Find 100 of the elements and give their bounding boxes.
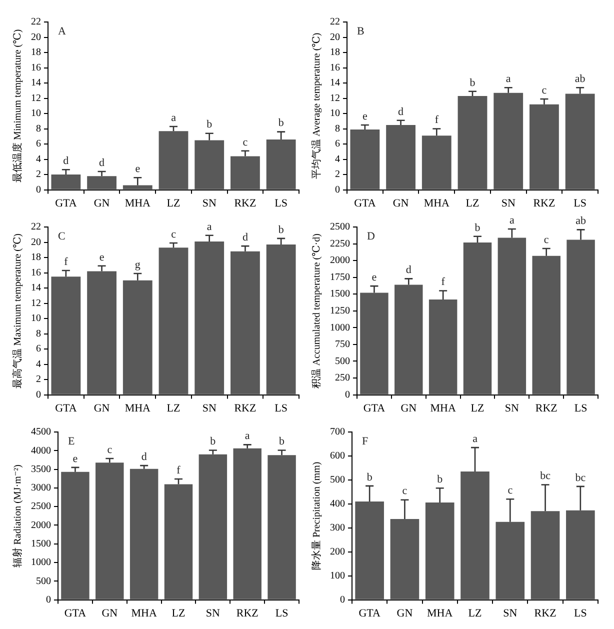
x-tick-label: GTA [363, 402, 386, 414]
annotation: c [402, 485, 408, 498]
annotation: E [68, 435, 75, 448]
x-tick-label: GTA [55, 402, 77, 414]
y-tick-label: 0 [340, 594, 345, 606]
x-tick-label: GN [400, 402, 417, 414]
x-tick-label: GTA [55, 197, 77, 210]
x-tick-label: LS [574, 607, 587, 620]
y-tick-label: 2000 [31, 520, 51, 531]
annotation: B [357, 25, 364, 38]
x-tick-label: RKZ [533, 197, 556, 210]
x-tick-label: LZ [166, 402, 180, 414]
y-tick-label: 4 [335, 154, 340, 165]
x-tick-label: SN [202, 197, 216, 210]
y-tick-label: 1250 [330, 306, 350, 317]
y-tick-label: 22 [31, 222, 41, 233]
x-tick-label: GN [396, 607, 413, 620]
annotation: a [171, 112, 176, 124]
y-tick-label: 18 [31, 252, 41, 264]
y-tick-label: 14 [330, 78, 340, 89]
x-tick-label: GTA [64, 607, 86, 620]
x-tick-label: MHA [430, 402, 456, 414]
y-axis-title: 最高气温 Maximum temperature (℃) [12, 234, 24, 388]
annotation: c [544, 234, 549, 246]
y-tick-label: 3000 [31, 482, 51, 494]
annotation: d [99, 156, 106, 169]
annotation: A [58, 25, 66, 38]
x-tick-label: MHA [427, 607, 453, 620]
y-tick-label: 16 [31, 267, 41, 278]
annotation: e [72, 452, 78, 465]
x-tick-label: RKZ [236, 607, 259, 620]
y-tick-label: 4 [36, 154, 41, 165]
annotation: c [107, 444, 112, 456]
y-tick-label: 600 [330, 450, 345, 462]
y-tick-label: 2250 [330, 238, 350, 250]
annotation: e [99, 251, 104, 264]
annotation: b [279, 436, 286, 448]
y-tick-label: 0 [36, 184, 41, 196]
y-axis-title: 平均气温 Average temperature (℃) [310, 32, 323, 180]
y-tick-label: 18 [330, 47, 340, 58]
x-tick-label: GN [94, 402, 110, 414]
y-tick-label: 1000 [330, 322, 350, 334]
x-tick-label: LS [274, 197, 288, 210]
annotation: e [372, 271, 377, 284]
annotation: e [362, 110, 368, 122]
y-tick-label: 8 [335, 123, 340, 134]
x-tick-label: LS [275, 607, 288, 620]
annotation: d [63, 154, 70, 167]
annotation: bc [575, 472, 586, 484]
annotation: c [542, 84, 547, 96]
y-tick-label: 20 [330, 32, 340, 43]
x-tick-label: RKZ [534, 607, 557, 620]
annotation: a [506, 72, 511, 85]
annotation: D [367, 230, 375, 242]
y-tick-label: 400 [330, 498, 345, 510]
y-tick-label: 8 [36, 328, 41, 340]
y-tick-label: 12 [31, 298, 41, 309]
y-tick-label: 16 [31, 62, 41, 74]
y-tick-label: 250 [335, 372, 350, 384]
y-tick-label: 4500 [31, 426, 51, 438]
annotation: d [406, 264, 412, 276]
annotation: b [470, 76, 476, 89]
x-tick-label: LS [274, 402, 288, 414]
y-tick-label: 700 [330, 426, 345, 438]
y-tick-label: 6 [36, 138, 41, 150]
annotation: C [58, 230, 66, 242]
x-tick-label: LZ [466, 197, 480, 210]
y-tick-label: 500 [330, 474, 345, 486]
y-tick-label: 6 [36, 344, 41, 355]
x-tick-label: SN [503, 607, 518, 620]
annotation: d [398, 106, 404, 118]
y-tick-label: 4 [36, 358, 41, 370]
y-tick-label: 1500 [31, 538, 51, 550]
y-tick-label: 6 [335, 138, 340, 150]
x-tick-label: LZ [468, 607, 482, 620]
annotation: f [64, 256, 68, 268]
annotation: f [441, 276, 446, 288]
x-tick-label: MHA [124, 197, 151, 210]
x-tick-label: MHA [131, 607, 157, 620]
y-tick-label: 4000 [31, 445, 51, 456]
y-axis-title: 辐射 Radiation (MJ·m⁻²) [12, 464, 24, 568]
x-tick-label: GN [392, 197, 409, 210]
y-tick-label: 2500 [31, 501, 51, 512]
y-tick-label: 8 [36, 123, 41, 134]
y-tick-label: 22 [31, 16, 41, 28]
y-tick-label: 0 [36, 389, 41, 400]
annotation: b [278, 224, 284, 236]
annotation: b [210, 436, 216, 448]
y-axis-title: 积温 Accumulated temperature (℃·d) [310, 234, 323, 388]
y-tick-label: 2000 [330, 255, 350, 266]
x-tick-label: GN [94, 197, 110, 210]
y-tick-label: 0 [335, 184, 340, 196]
y-tick-label: 300 [330, 522, 345, 534]
annotation: c [242, 136, 248, 148]
y-tick-label: 3500 [31, 464, 51, 475]
annotation: c [508, 484, 513, 497]
annotation: f [176, 464, 181, 476]
annotation: e [135, 162, 140, 175]
annotation: ab [574, 72, 586, 85]
annotation: g [134, 258, 141, 271]
